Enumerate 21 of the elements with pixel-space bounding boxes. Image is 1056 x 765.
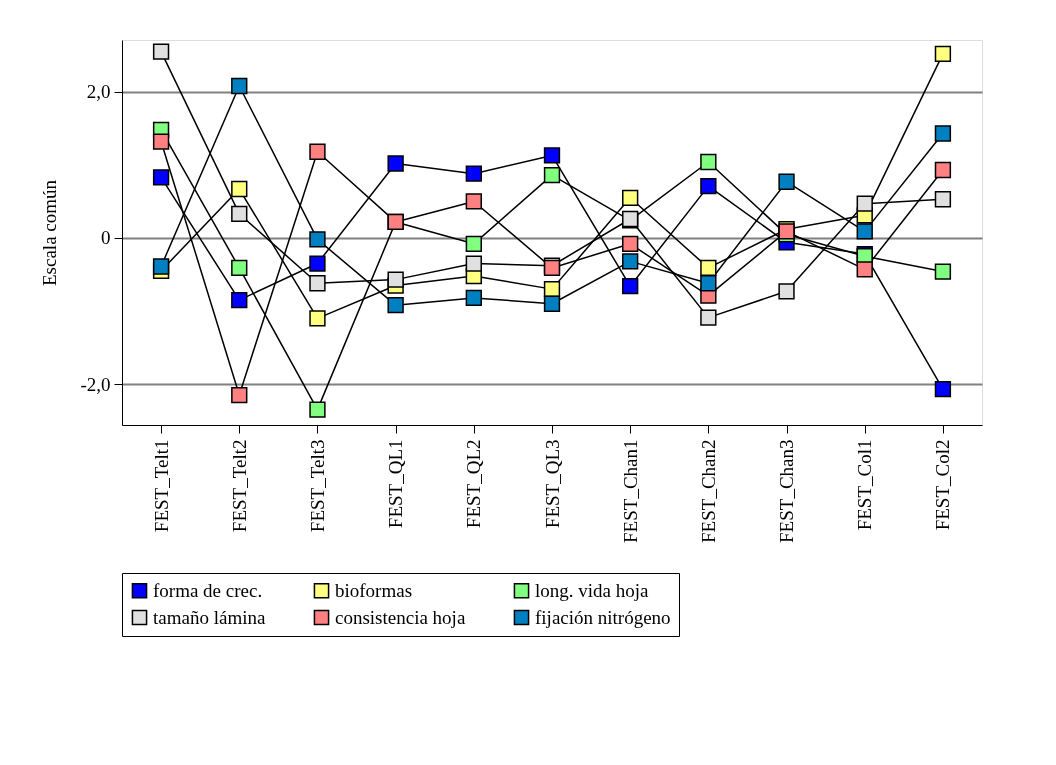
x-tick-label: FEST_Col2 bbox=[932, 439, 954, 531]
x-tick-label: FEST_Chan1 bbox=[619, 439, 641, 543]
legend-label: long. vida hoja bbox=[535, 579, 650, 601]
legend-label: bioformas bbox=[335, 579, 413, 601]
x-tick-label: FEST_QL2 bbox=[463, 439, 485, 529]
legend-label: fijación nitrógeno bbox=[535, 606, 671, 628]
x-tick-label: FEST_Telt1 bbox=[150, 439, 172, 533]
legend-label: consistencia hoja bbox=[335, 606, 466, 628]
x-tick-label: FEST_Telt2 bbox=[228, 439, 250, 533]
y-tick-label: 0 bbox=[101, 227, 111, 249]
y-tick-label: -2,0 bbox=[80, 373, 111, 395]
x-tick-label: FEST_Chan3 bbox=[776, 439, 798, 543]
y-axis-title: Escala común bbox=[39, 179, 61, 287]
x-tick-label: FEST_QL1 bbox=[385, 439, 407, 529]
y-tick-label: 2,0 bbox=[86, 81, 111, 103]
x-tick-label: FEST_Chan2 bbox=[697, 439, 719, 543]
legend-label: tamaño lámina bbox=[153, 606, 266, 628]
x-tick-label: FEST_Col1 bbox=[854, 439, 876, 531]
x-tick-label: FEST_Telt3 bbox=[306, 439, 328, 533]
legend-label: forma de crec. bbox=[153, 579, 263, 601]
x-tick-label: FEST_QL3 bbox=[541, 439, 563, 529]
